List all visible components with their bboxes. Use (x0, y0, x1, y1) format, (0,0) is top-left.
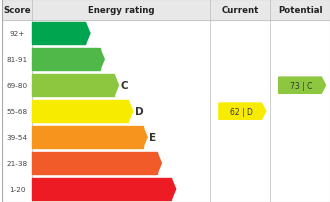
Bar (32, 101, 128, 122)
Bar (32, 178, 171, 200)
Text: 73 | C: 73 | C (290, 81, 313, 90)
Bar (32, 153, 157, 174)
Text: Current: Current (221, 6, 259, 15)
Text: 21-38: 21-38 (7, 160, 28, 166)
Text: 39-54: 39-54 (7, 135, 28, 140)
Bar (32, 23, 85, 45)
Bar (32, 75, 114, 97)
Polygon shape (85, 23, 90, 45)
Polygon shape (114, 75, 118, 97)
Text: A: A (92, 29, 100, 39)
Text: Score: Score (3, 6, 31, 15)
Polygon shape (279, 78, 326, 94)
Polygon shape (157, 153, 161, 174)
Polygon shape (171, 178, 176, 200)
Text: 55-68: 55-68 (7, 109, 28, 115)
Text: D: D (135, 107, 144, 117)
Polygon shape (143, 127, 147, 148)
Text: 81-91: 81-91 (7, 57, 28, 63)
Text: 92+: 92+ (9, 31, 25, 37)
Bar (32, 127, 143, 148)
Bar (2, 0, 330, 21)
Text: 1-20: 1-20 (9, 186, 25, 192)
Text: G: G (178, 184, 186, 194)
Text: 69-80: 69-80 (7, 83, 28, 89)
Text: Energy rating: Energy rating (88, 6, 154, 15)
Text: E: E (149, 133, 156, 142)
Text: B: B (106, 55, 114, 65)
Polygon shape (100, 49, 104, 71)
Polygon shape (219, 104, 266, 120)
Bar (32, 49, 100, 71)
Text: 62 | D: 62 | D (230, 107, 253, 116)
Text: Potential: Potential (278, 6, 322, 15)
Text: C: C (120, 81, 128, 91)
Text: F: F (163, 158, 171, 168)
Polygon shape (128, 101, 133, 122)
